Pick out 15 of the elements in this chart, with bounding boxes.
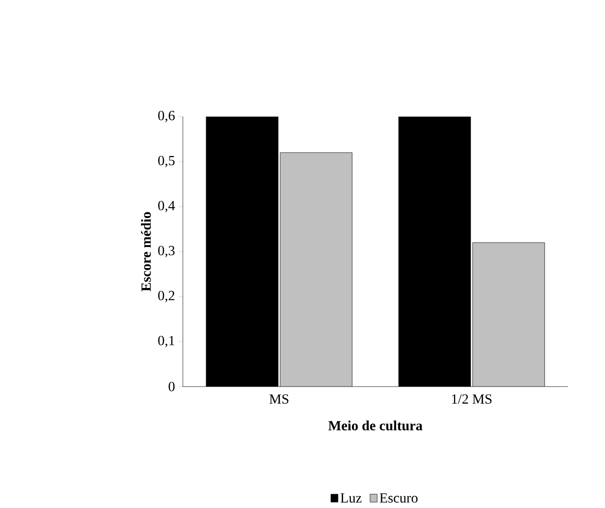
x-tick-label: MS	[269, 394, 288, 404]
y-axis-title: Escore médio	[141, 212, 151, 292]
x-tick-label: 1/2 MS	[452, 394, 492, 404]
legend-label: Escuro	[380, 493, 418, 503]
y-tick-label: 0,1	[158, 336, 174, 348]
y-tick-label: 0,3	[158, 246, 175, 258]
x-axis-title: Meio de cultura	[328, 420, 422, 430]
bar	[280, 152, 352, 387]
y-tick-label: 0	[168, 382, 175, 392]
y-tick-label: 0,2	[158, 290, 174, 302]
legend-label: Luz	[340, 493, 362, 503]
y-tick-label: 0,6	[158, 110, 175, 122]
y-tick-label: 0,4	[158, 200, 175, 212]
bar	[472, 242, 545, 387]
y-tick-label: 0,5	[158, 156, 175, 168]
